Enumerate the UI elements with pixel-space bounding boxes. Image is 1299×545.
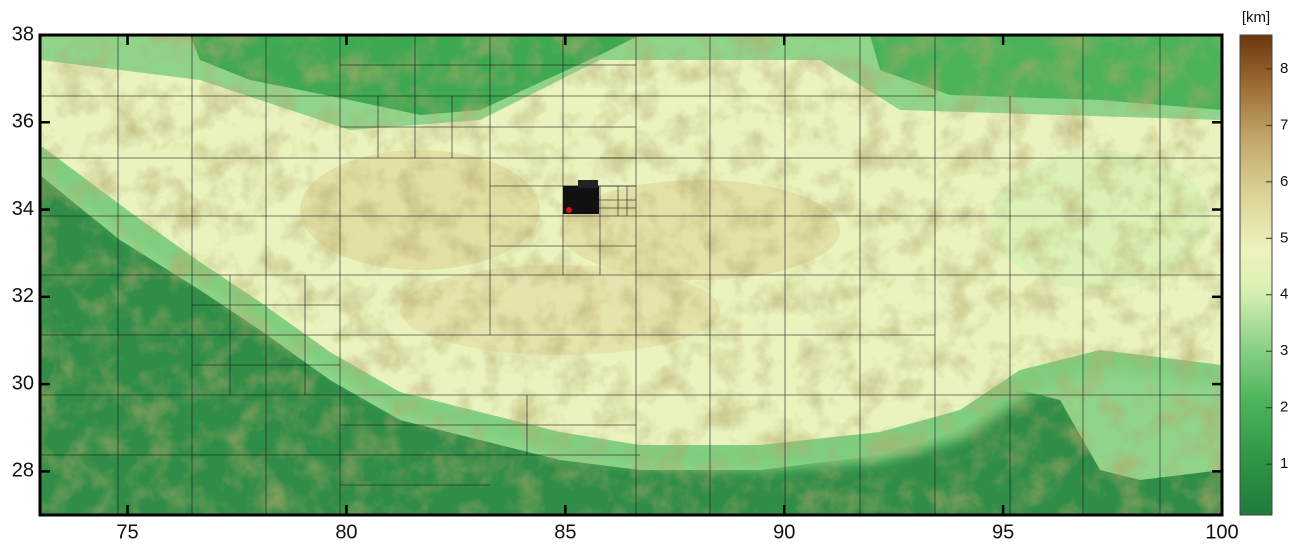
y-tick-label: 28 [12, 460, 34, 482]
colorbar-tick-label: 6 [1280, 173, 1288, 190]
y-tick-label: 30 [12, 372, 34, 394]
colorbar-label: [km] [1242, 9, 1270, 26]
y-tick-label: 36 [12, 111, 34, 133]
colorbar-tick-label: 5 [1280, 229, 1288, 246]
y-tick-label: 38 [12, 23, 34, 45]
x-tick-label: 75 [116, 521, 138, 543]
page: {"chart_data": {"type": "map", "xlim": [… [0, 0, 1299, 545]
colorbar-tick-label: 7 [1280, 116, 1288, 133]
x-tick-label: 100 [1205, 521, 1238, 543]
x-tick-label: 95 [992, 521, 1014, 543]
y-tick-label: 34 [12, 198, 34, 220]
colorbar [1240, 35, 1272, 515]
colorbar-tick-label: 8 [1280, 60, 1288, 77]
colorbar-tick-label: 4 [1280, 286, 1288, 303]
x-tick-label: 90 [773, 521, 795, 543]
colorbar-tick-label: 2 [1280, 399, 1288, 416]
colorbar-tick-label: 3 [1280, 342, 1288, 359]
x-tick-label: 80 [335, 521, 357, 543]
x-tick-label: 85 [554, 521, 576, 543]
map-figure: [km] 758085909510028303234363812345678 [0, 0, 1299, 545]
y-tick-label: 32 [12, 285, 34, 307]
colorbar-tick-label: 1 [1280, 455, 1288, 472]
